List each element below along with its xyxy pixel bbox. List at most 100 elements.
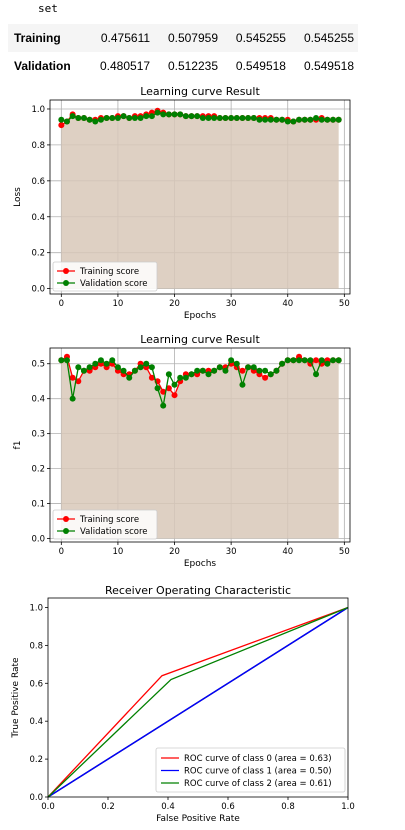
loss-series-point-1	[165, 111, 172, 118]
f1-series-point-1	[313, 371, 320, 378]
f1-series-point-1	[279, 360, 286, 367]
table-caption: set	[38, 2, 58, 15]
loss-series-point-1	[126, 114, 133, 121]
f1-series-point-1	[301, 357, 308, 364]
roc-y-tick-label: 1.0	[29, 603, 43, 613]
loss-legend-marker-1	[63, 280, 69, 286]
row-label: Validation	[14, 59, 71, 73]
roc-legend-label-2: ROC curve of class 2 (area = 0.61)	[184, 779, 332, 789]
loss-series-point-1	[120, 113, 127, 120]
loss-series-point-1	[228, 114, 235, 121]
f1-series-point-1	[222, 367, 229, 374]
f1-series-point-1	[103, 360, 110, 367]
roc-x-tick-label: 0.0	[41, 802, 55, 812]
loss-series-point-1	[143, 113, 150, 120]
f1-series-point-1	[114, 364, 121, 371]
f1-series-point-1	[143, 360, 150, 367]
roc-chart: Receiver Operating Characteristic 0.0 0.2 0…	[11, 584, 355, 824]
f1-x-tick-label: 40	[282, 547, 293, 557]
loss-learning-curve-chart: Learning curve Result 0 10 20 30 40 50 0.0 0.2 0.…	[13, 85, 351, 321]
f1-series-point-0	[262, 374, 269, 381]
f1-y-tick-label: 0.4	[31, 395, 45, 405]
f1-series-point-1	[63, 357, 70, 364]
f1-series-point-1	[233, 360, 240, 367]
loss-x-tick-label: 20	[169, 299, 180, 309]
f1-series-point-1	[92, 360, 99, 367]
loss-x-axis-label: Epochs	[184, 311, 217, 321]
table-cell: 0.507959	[167, 31, 219, 45]
loss-series-point-1	[80, 114, 87, 121]
loss-series-point-1	[75, 114, 82, 121]
f1-series-point-1	[126, 374, 133, 381]
f1-series-point-1	[177, 374, 184, 381]
f1-y-tick-label: 0.0	[31, 535, 45, 545]
loss-series-point-1	[313, 114, 320, 121]
roc-roc-curve-1	[47, 606, 349, 798]
f1-series-point-1	[216, 364, 223, 371]
loss-series-point-1	[267, 116, 274, 123]
f1-series-point-1	[273, 367, 280, 374]
f1-series-point-1	[109, 357, 116, 364]
loss-series-point-1	[222, 114, 229, 121]
roc-y-tick-label: 0.2	[29, 755, 43, 765]
loss-series-point-1	[301, 116, 308, 123]
loss-y-tick-label: 1.0	[31, 105, 45, 115]
f1-series-point-1	[171, 381, 178, 388]
f1-series-point-0	[148, 374, 155, 381]
f1-series-point-1	[80, 367, 87, 374]
f1-legend-label-1: Validation score	[80, 527, 148, 537]
f1-series-point-1	[165, 371, 172, 378]
loss-legend-label-0: Training score	[79, 267, 139, 277]
roc-y-tick-label: 0.6	[29, 679, 43, 689]
table-cell: 0.545255	[235, 31, 286, 45]
f1-series-point-1	[120, 367, 127, 374]
loss-series-point-1	[148, 113, 155, 120]
loss-legend-marker-0	[63, 268, 69, 274]
roc-x-tick-label: 0.2	[101, 802, 115, 812]
loss-series-point-1	[307, 116, 314, 123]
loss-series-point-1	[233, 114, 240, 121]
loss-series-point-1	[239, 114, 246, 121]
f1-legend-label-0: Training score	[79, 515, 139, 525]
f1-x-tick-label: 30	[226, 547, 237, 557]
f1-axes-frame	[49, 347, 351, 543]
loss-x-tick-label: 0	[59, 299, 64, 309]
f1-series-point-1	[256, 367, 263, 374]
f1-series-point-0	[160, 388, 167, 395]
loss-series-point-1	[63, 118, 70, 125]
f1-y-tick-label: 0.2	[31, 465, 45, 475]
loss-series-point-1	[245, 114, 252, 121]
table-row: Training 0.475611 0.507959 0.545255 0.54…	[8, 24, 358, 52]
loss-series-point-1	[216, 114, 223, 121]
loss-series-point-1	[188, 113, 195, 120]
loss-y-tick-label: 0.6	[31, 177, 45, 187]
loss-series-point-1	[205, 114, 212, 121]
roc-roc-curve-2	[47, 606, 349, 798]
loss-series-point-1	[109, 114, 116, 121]
loss-series-point-1	[250, 114, 257, 121]
f1-legend-marker-0	[63, 516, 69, 522]
f1-series-point-1	[160, 402, 167, 409]
f1-series-point-1	[250, 364, 257, 371]
f1-x-axis-label: Epochs	[184, 559, 217, 569]
loss-series-point-1	[335, 116, 342, 123]
f1-series-point-0	[171, 392, 178, 399]
f1-series-point-1	[228, 357, 235, 364]
loss-series-point-1	[160, 111, 167, 118]
f1-series-point-1	[154, 385, 161, 392]
loss-series-point-1	[154, 109, 161, 116]
f1-series-point-1	[307, 357, 314, 364]
loss-series-point-1	[290, 118, 297, 125]
f1-series-point-1	[335, 357, 342, 364]
loss-series-point-1	[296, 116, 303, 123]
roc-x-tick-label: 0.6	[221, 802, 235, 812]
f1-title: Learning curve Result	[140, 333, 260, 346]
roc-y-tick-label: 0.4	[29, 717, 43, 727]
loss-series-point-1	[171, 111, 178, 118]
loss-x-tick-label: 30	[226, 299, 237, 309]
roc-legend-box	[155, 747, 346, 793]
f1-y-tick-label: 0.5	[31, 360, 45, 370]
f1-y-tick-label: 0.1	[31, 500, 45, 510]
loss-training-area	[61, 110, 339, 289]
f1-series-point-1	[296, 357, 303, 364]
